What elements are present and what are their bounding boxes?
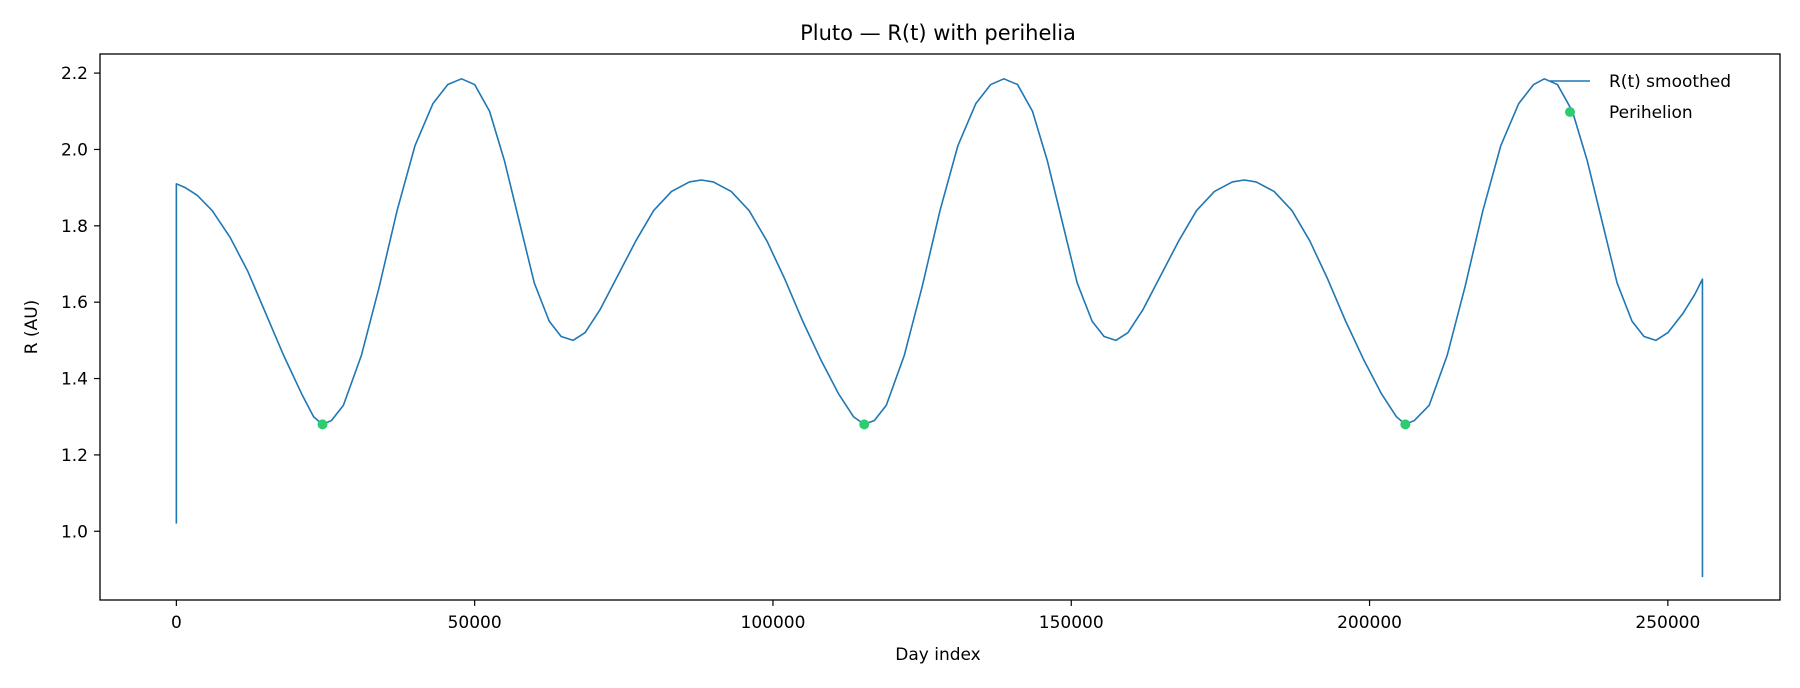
y-tick-label: 1.6	[61, 293, 88, 313]
y-tick-label: 1.8	[61, 217, 88, 237]
y-tick-label: 1.0	[61, 522, 88, 542]
x-tick-label: 150000	[1039, 613, 1104, 633]
y-tick-label: 2.2	[61, 64, 88, 84]
perihelion-point-1	[317, 419, 328, 430]
x-axis-label: Day index	[895, 645, 980, 665]
plot-frame	[99, 53, 1781, 601]
legend: R(t) smoothed Perihelion	[1550, 72, 1731, 123]
y-tick-label: 1.2	[61, 446, 88, 466]
x-tick-label: 250000	[1635, 613, 1700, 633]
y-tick-label: 2.0	[61, 140, 88, 160]
x-axis: 0 50000 100000 150000 200000 250000	[171, 600, 1700, 633]
x-tick-label: 100000	[741, 613, 806, 633]
chart-title: Pluto — R(t) with perihelia	[800, 21, 1076, 45]
plot-area	[175, 78, 1704, 578]
x-tick-label: 200000	[1337, 613, 1402, 633]
series-line-r-t-smoothed	[175, 78, 1704, 578]
y-tick-label: 1.4	[61, 370, 88, 390]
y-axis: 1.0 1.2 1.4 1.6 1.8 2.0 2.2	[61, 64, 100, 542]
x-tick-label: 50000	[448, 613, 502, 633]
perihelion-point-3	[1400, 419, 1411, 430]
y-axis-label: R (AU)	[22, 300, 42, 355]
perihelion-point-2	[859, 419, 870, 430]
x-tick-label: 0	[171, 613, 182, 633]
legend-label: Perihelion	[1609, 103, 1693, 123]
legend-marker-swatch	[1565, 107, 1575, 117]
legend-label: R(t) smoothed	[1609, 72, 1731, 92]
